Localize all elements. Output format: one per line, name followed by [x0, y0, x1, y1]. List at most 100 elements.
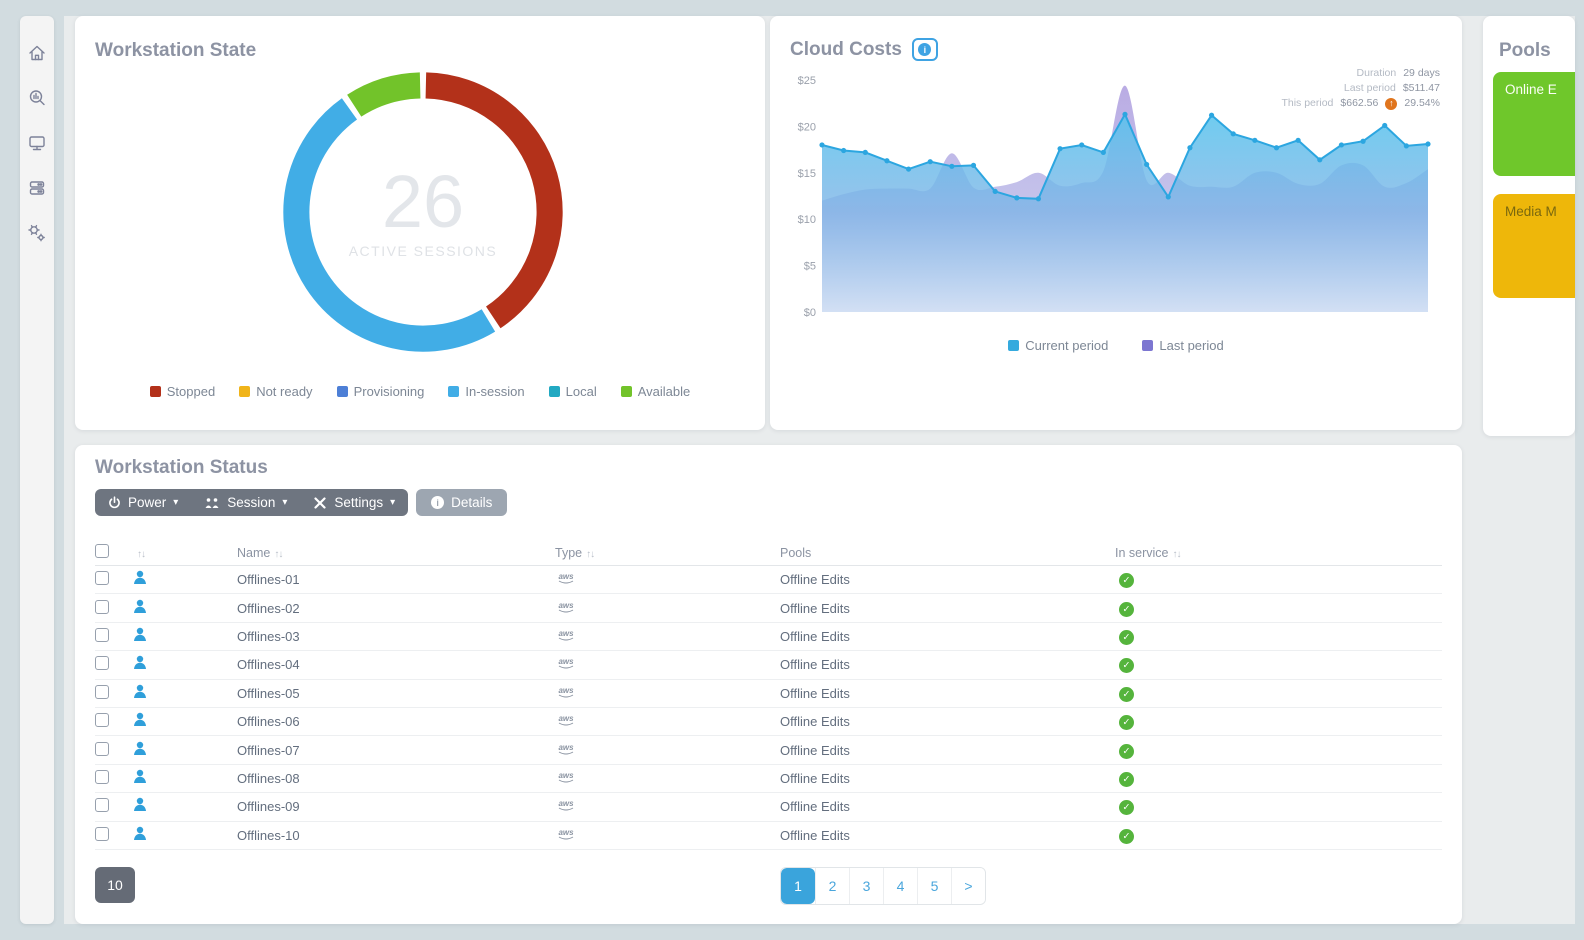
row-checkbox[interactable] — [95, 741, 109, 756]
legend-label: Provisioning — [353, 384, 425, 399]
pools-value: Offline Edits — [780, 827, 850, 843]
svg-text:aws: aws — [558, 657, 574, 666]
column-header-in-service[interactable]: In service ↑↓ — [1115, 546, 1442, 560]
aws-icon: aws — [558, 572, 574, 584]
workstation-name: Offlines-07 — [237, 742, 300, 758]
pools-value: Offline Edits — [780, 799, 850, 815]
data-point-marker — [1230, 131, 1236, 137]
select-all-checkbox[interactable] — [95, 544, 109, 558]
legend-swatch — [149, 386, 161, 397]
last-period-value: $511.47 — [1402, 82, 1440, 94]
data-point-marker — [970, 162, 977, 168]
details-button[interactable]: i Details — [416, 489, 508, 516]
donut-segment-available — [347, 72, 421, 117]
workstation-name: Offlines-01 — [237, 572, 300, 588]
in-service-check-icon: ✓ — [1119, 601, 1134, 617]
power-button[interactable]: Power ▾ — [95, 489, 191, 516]
legend-label: Stopped — [166, 384, 216, 399]
y-axis-tick: $20 — [798, 121, 816, 133]
column-label: Type — [555, 545, 583, 560]
legend-item[interactable]: Not ready — [239, 384, 313, 399]
data-point-marker — [884, 158, 890, 164]
data-point-marker — [927, 159, 933, 165]
in-service-check-icon: ✓ — [1119, 715, 1134, 731]
settings-button[interactable]: Settings ▾ — [300, 489, 408, 516]
page-button-5[interactable]: 5 — [917, 868, 951, 904]
gears-icon — [28, 224, 45, 241]
table-row[interactable]: Offlines-02 aws Offline Edits ✓ — [95, 594, 1442, 623]
legend-item[interactable]: Local — [548, 384, 597, 399]
table-row[interactable]: Offlines-04 aws Offline Edits ✓ — [95, 651, 1442, 680]
workstation-status-title: Workstation Status — [95, 457, 268, 478]
next-page-button[interactable]: > — [951, 868, 985, 904]
row-checkbox[interactable] — [95, 713, 109, 728]
cloud-costs-legend: Current period Last period — [770, 338, 1462, 353]
sidebar-item-workstations[interactable] — [20, 120, 54, 165]
column-header-name[interactable]: Name ↑↓ — [237, 546, 555, 560]
row-checkbox[interactable] — [95, 571, 109, 586]
user-icon — [134, 570, 146, 585]
legend-item[interactable]: Available — [620, 384, 690, 399]
page-button-2[interactable]: 2 — [815, 868, 849, 904]
sidebar-item-analytics[interactable] — [20, 75, 54, 120]
table-row[interactable]: Offlines-03 aws Offline Edits ✓ — [95, 623, 1442, 652]
row-checkbox[interactable] — [95, 798, 109, 813]
legend-item[interactable]: Current period — [1008, 338, 1108, 353]
page-button-1[interactable]: 1 — [781, 868, 815, 904]
current-period-area — [822, 114, 1428, 312]
pool-card[interactable]: Media M — [1493, 194, 1575, 298]
sidebar-item-home[interactable] — [20, 30, 54, 75]
table-header: ↑↓ Name ↑↓ Type ↑↓ Pools In service ↑↓ — [95, 540, 1442, 566]
table-row[interactable]: Offlines-08 aws Offline Edits ✓ — [95, 765, 1442, 794]
data-point-marker — [1014, 195, 1020, 201]
page-button-3[interactable]: 3 — [849, 868, 883, 904]
table-row[interactable]: Offlines-01 aws Offline Edits ✓ — [95, 566, 1442, 595]
row-checkbox[interactable] — [95, 769, 109, 784]
legend-item[interactable]: Last period — [1142, 338, 1224, 353]
page-button-4[interactable]: 4 — [883, 868, 917, 904]
column-header-sort[interactable]: ↑↓ — [133, 546, 237, 560]
row-checkbox[interactable] — [95, 656, 109, 671]
column-label: Name — [237, 545, 271, 560]
legend-item[interactable]: In-session — [448, 384, 525, 399]
sidebar-item-servers[interactable] — [20, 165, 54, 210]
data-point-marker — [1144, 161, 1150, 168]
column-header-type[interactable]: Type ↑↓ — [555, 546, 780, 560]
info-button[interactable]: i — [911, 38, 938, 61]
data-point-marker — [1273, 145, 1280, 151]
legend-item[interactable]: Provisioning — [336, 384, 425, 399]
workstation-name: Offlines-03 — [237, 628, 300, 644]
legend-item[interactable]: Stopped — [149, 384, 216, 399]
row-checkbox[interactable] — [95, 599, 109, 614]
pools-value: Offline Edits — [780, 714, 850, 730]
row-checkbox[interactable] — [95, 826, 109, 841]
table-row[interactable]: Offlines-06 aws Offline Edits ✓ — [95, 708, 1442, 737]
in-service-check-icon: ✓ — [1119, 658, 1134, 674]
legend-swatch — [239, 386, 251, 397]
svg-text:aws: aws — [558, 629, 574, 638]
donut-segment-in-session — [283, 98, 496, 352]
aws-icon: aws — [558, 743, 574, 755]
increase-arrow-icon: ↑ — [1385, 97, 1398, 110]
data-point-marker — [841, 147, 847, 154]
table-row[interactable]: Offlines-07 aws Offline Edits ✓ — [95, 736, 1442, 765]
column-label: Pools — [780, 545, 812, 560]
data-point-marker — [1100, 149, 1106, 155]
sort-icon: ↑↓ — [1172, 548, 1182, 560]
row-checkbox[interactable] — [95, 627, 109, 642]
page-size-button[interactable]: 10 — [95, 867, 135, 903]
legend-swatch — [1008, 340, 1020, 351]
sidebar-item-settings[interactable] — [20, 210, 54, 255]
table-row[interactable]: Offlines-09 aws Offline Edits ✓ — [95, 793, 1442, 822]
pools-value: Offline Edits — [780, 657, 850, 673]
app-sidebar — [20, 16, 54, 924]
aws-icon: aws — [558, 714, 574, 726]
pool-card[interactable]: Online E — [1493, 72, 1575, 176]
session-button[interactable]: Session ▾ — [191, 489, 300, 516]
row-checkbox[interactable] — [95, 684, 109, 699]
table-row[interactable]: Offlines-10 aws Offline Edits ✓ — [95, 822, 1442, 850]
column-header-pools: Pools — [780, 546, 1115, 560]
in-service-check-icon: ✓ — [1119, 629, 1134, 645]
table-row[interactable]: Offlines-05 aws Offline Edits ✓ — [95, 680, 1442, 708]
user-icon — [134, 599, 146, 613]
